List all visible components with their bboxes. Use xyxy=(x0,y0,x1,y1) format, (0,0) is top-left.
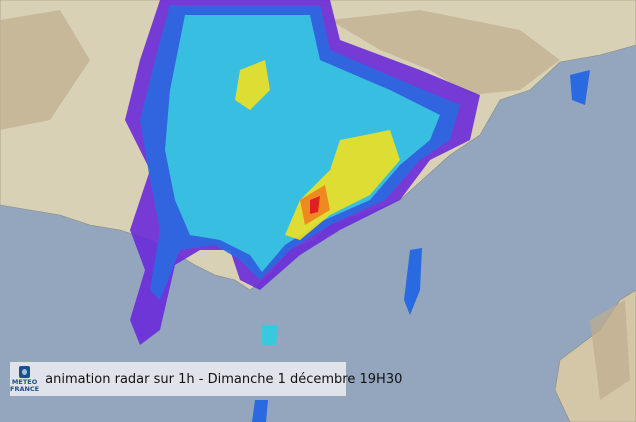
radar-echoes xyxy=(125,0,590,422)
radar-caption: METEO FRANCE animation radar sur 1h - Di… xyxy=(10,362,402,396)
mountains xyxy=(0,10,630,400)
logo-mark-icon xyxy=(19,365,31,378)
meteo-france-logo: METEO FRANCE xyxy=(10,362,39,396)
logo-line2: FRANCE xyxy=(10,384,40,393)
caption-text: animation radar sur 1h - Dimanche 1 déce… xyxy=(45,371,403,387)
logo-line1: METEO xyxy=(11,377,38,386)
